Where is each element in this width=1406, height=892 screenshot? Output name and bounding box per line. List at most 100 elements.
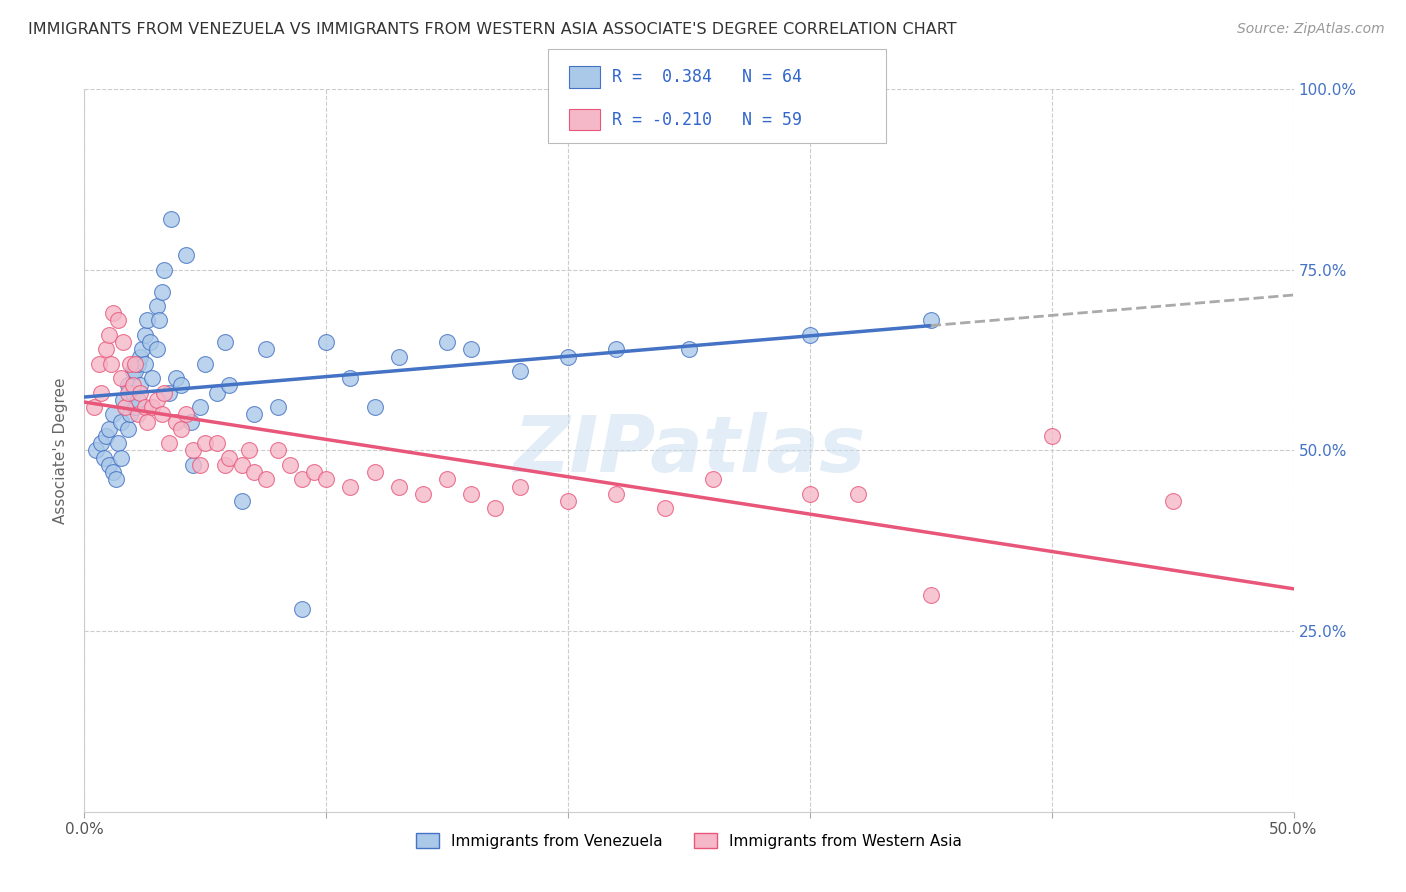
- Point: [605, 487, 627, 501]
- Point: [160, 212, 183, 227]
- Point: [242, 465, 264, 479]
- Point: [129, 350, 152, 364]
- Point: [509, 480, 531, 494]
- Point: [1161, 494, 1184, 508]
- Point: [134, 327, 156, 342]
- Point: [509, 364, 531, 378]
- Point: [315, 472, 337, 486]
- Point: [242, 407, 264, 421]
- Point: [136, 313, 159, 327]
- Point: [124, 400, 146, 414]
- Point: [103, 465, 125, 479]
- Point: [170, 378, 193, 392]
- Point: [124, 357, 146, 371]
- Point: [110, 450, 132, 465]
- Point: [103, 407, 125, 421]
- Point: [121, 378, 143, 392]
- Point: [134, 357, 156, 371]
- Point: [83, 400, 105, 414]
- Point: [170, 422, 193, 436]
- Point: [153, 385, 176, 400]
- Point: [291, 602, 314, 616]
- Point: [174, 248, 197, 262]
- Point: [460, 343, 482, 357]
- Point: [112, 334, 135, 349]
- Point: [124, 364, 146, 378]
- Point: [100, 357, 122, 371]
- Point: [146, 392, 169, 407]
- Point: [121, 364, 143, 378]
- Point: [165, 371, 187, 385]
- Text: R =  0.384   N = 64: R = 0.384 N = 64: [612, 69, 801, 87]
- Point: [97, 458, 120, 472]
- Point: [436, 472, 458, 486]
- Point: [117, 385, 139, 400]
- Point: [605, 343, 627, 357]
- Point: [363, 465, 385, 479]
- Point: [150, 407, 173, 421]
- Point: [94, 429, 117, 443]
- Point: [114, 400, 136, 414]
- Point: [190, 400, 212, 414]
- Point: [138, 334, 160, 349]
- Text: IMMIGRANTS FROM VENEZUELA VS IMMIGRANTS FROM WESTERN ASIA ASSOCIATE'S DEGREE COR: IMMIGRANTS FROM VENEZUELA VS IMMIGRANTS …: [28, 22, 956, 37]
- Point: [363, 400, 385, 414]
- Point: [129, 385, 152, 400]
- Point: [190, 458, 212, 472]
- Point: [107, 436, 129, 450]
- Point: [146, 343, 169, 357]
- Point: [799, 487, 821, 501]
- Point: [231, 458, 253, 472]
- Point: [214, 458, 236, 472]
- Point: [302, 465, 325, 479]
- Point: [103, 306, 125, 320]
- Point: [557, 350, 579, 364]
- Point: [231, 494, 253, 508]
- Point: [153, 262, 176, 277]
- Text: Source: ZipAtlas.com: Source: ZipAtlas.com: [1237, 22, 1385, 37]
- Point: [121, 385, 143, 400]
- Point: [104, 472, 127, 486]
- Point: [110, 371, 132, 385]
- Point: [157, 385, 180, 400]
- Point: [129, 378, 152, 392]
- Point: [339, 371, 361, 385]
- Point: [207, 385, 229, 400]
- Point: [110, 415, 132, 429]
- Point: [181, 443, 204, 458]
- Point: [127, 357, 149, 371]
- Point: [315, 334, 337, 349]
- Point: [181, 458, 204, 472]
- Point: [120, 357, 142, 371]
- Point: [194, 436, 217, 450]
- Point: [218, 378, 240, 392]
- Point: [90, 385, 112, 400]
- Point: [339, 480, 361, 494]
- Point: [214, 334, 236, 349]
- Point: [484, 501, 506, 516]
- Point: [127, 392, 149, 407]
- Point: [460, 487, 482, 501]
- Point: [165, 415, 187, 429]
- Point: [97, 422, 120, 436]
- Point: [90, 436, 112, 450]
- Point: [291, 472, 314, 486]
- Point: [254, 343, 277, 357]
- Point: [146, 299, 169, 313]
- Point: [87, 357, 110, 371]
- Point: [654, 501, 676, 516]
- Point: [94, 343, 117, 357]
- Point: [1040, 429, 1063, 443]
- Point: [388, 350, 411, 364]
- Y-axis label: Associate's Degree: Associate's Degree: [53, 377, 69, 524]
- Point: [127, 407, 149, 421]
- Point: [920, 588, 942, 602]
- Point: [120, 407, 142, 421]
- Point: [846, 487, 869, 501]
- Point: [136, 415, 159, 429]
- Point: [117, 422, 139, 436]
- Point: [218, 450, 240, 465]
- Point: [920, 313, 942, 327]
- Point: [238, 443, 260, 458]
- Point: [412, 487, 434, 501]
